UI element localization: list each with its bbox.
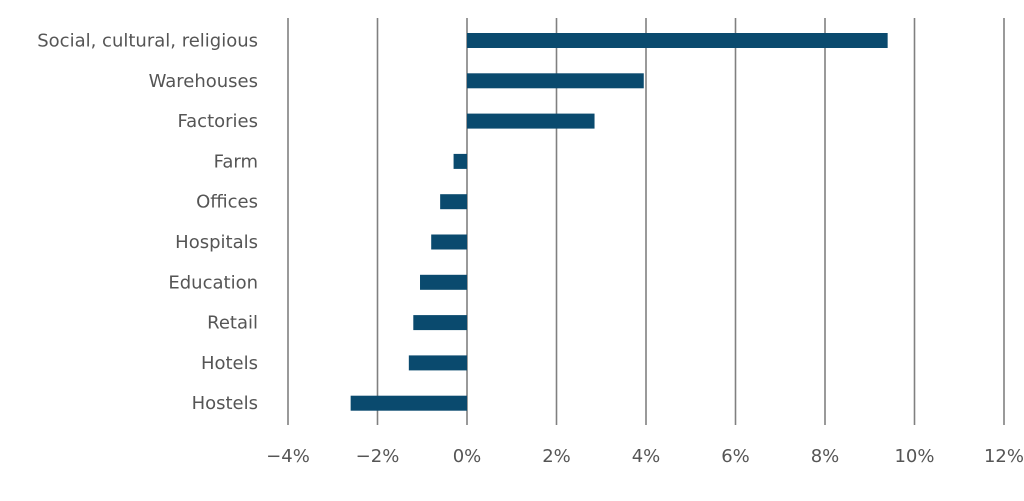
grid-layer	[287, 18, 1005, 425]
category-label: Education	[168, 272, 258, 293]
category-label: Farm	[214, 151, 258, 172]
bar	[440, 194, 467, 210]
category-label: Social, cultural, religious	[37, 31, 258, 52]
bar	[431, 234, 467, 250]
bar	[413, 315, 467, 331]
x-tick-label: 8%	[811, 446, 840, 467]
category-labels: Social, cultural, religious Warehouses Fac…	[37, 31, 258, 415]
x-tick-label: −2%	[356, 446, 400, 467]
bar	[350, 395, 467, 411]
x-tick-label: 4%	[632, 446, 661, 467]
x-tick-label: 0%	[453, 446, 482, 467]
bar	[467, 33, 888, 48]
bar-layer	[350, 33, 888, 411]
category-label: Hostels	[192, 393, 258, 414]
bar	[420, 274, 467, 290]
bar	[408, 355, 467, 371]
category-label: Hotels	[201, 353, 258, 374]
x-tick-label: 2%	[542, 446, 571, 467]
x-tick-label: 6%	[721, 446, 750, 467]
x-tick-label: 10%	[894, 446, 934, 467]
x-tick-labels: −4% −2% 0% 2% 4% 6% 8% 10% 12%	[266, 446, 1024, 467]
category-label: Warehouses	[149, 71, 258, 92]
category-label: Hospitals	[175, 232, 258, 253]
category-label: Retail	[207, 313, 258, 334]
category-label: Factories	[177, 111, 258, 132]
category-label: Offices	[196, 192, 258, 213]
bar	[453, 153, 467, 169]
bar	[467, 73, 644, 89]
x-tick-label: −4%	[266, 446, 310, 467]
bar	[467, 113, 595, 129]
x-tick-label: 12%	[984, 446, 1024, 467]
